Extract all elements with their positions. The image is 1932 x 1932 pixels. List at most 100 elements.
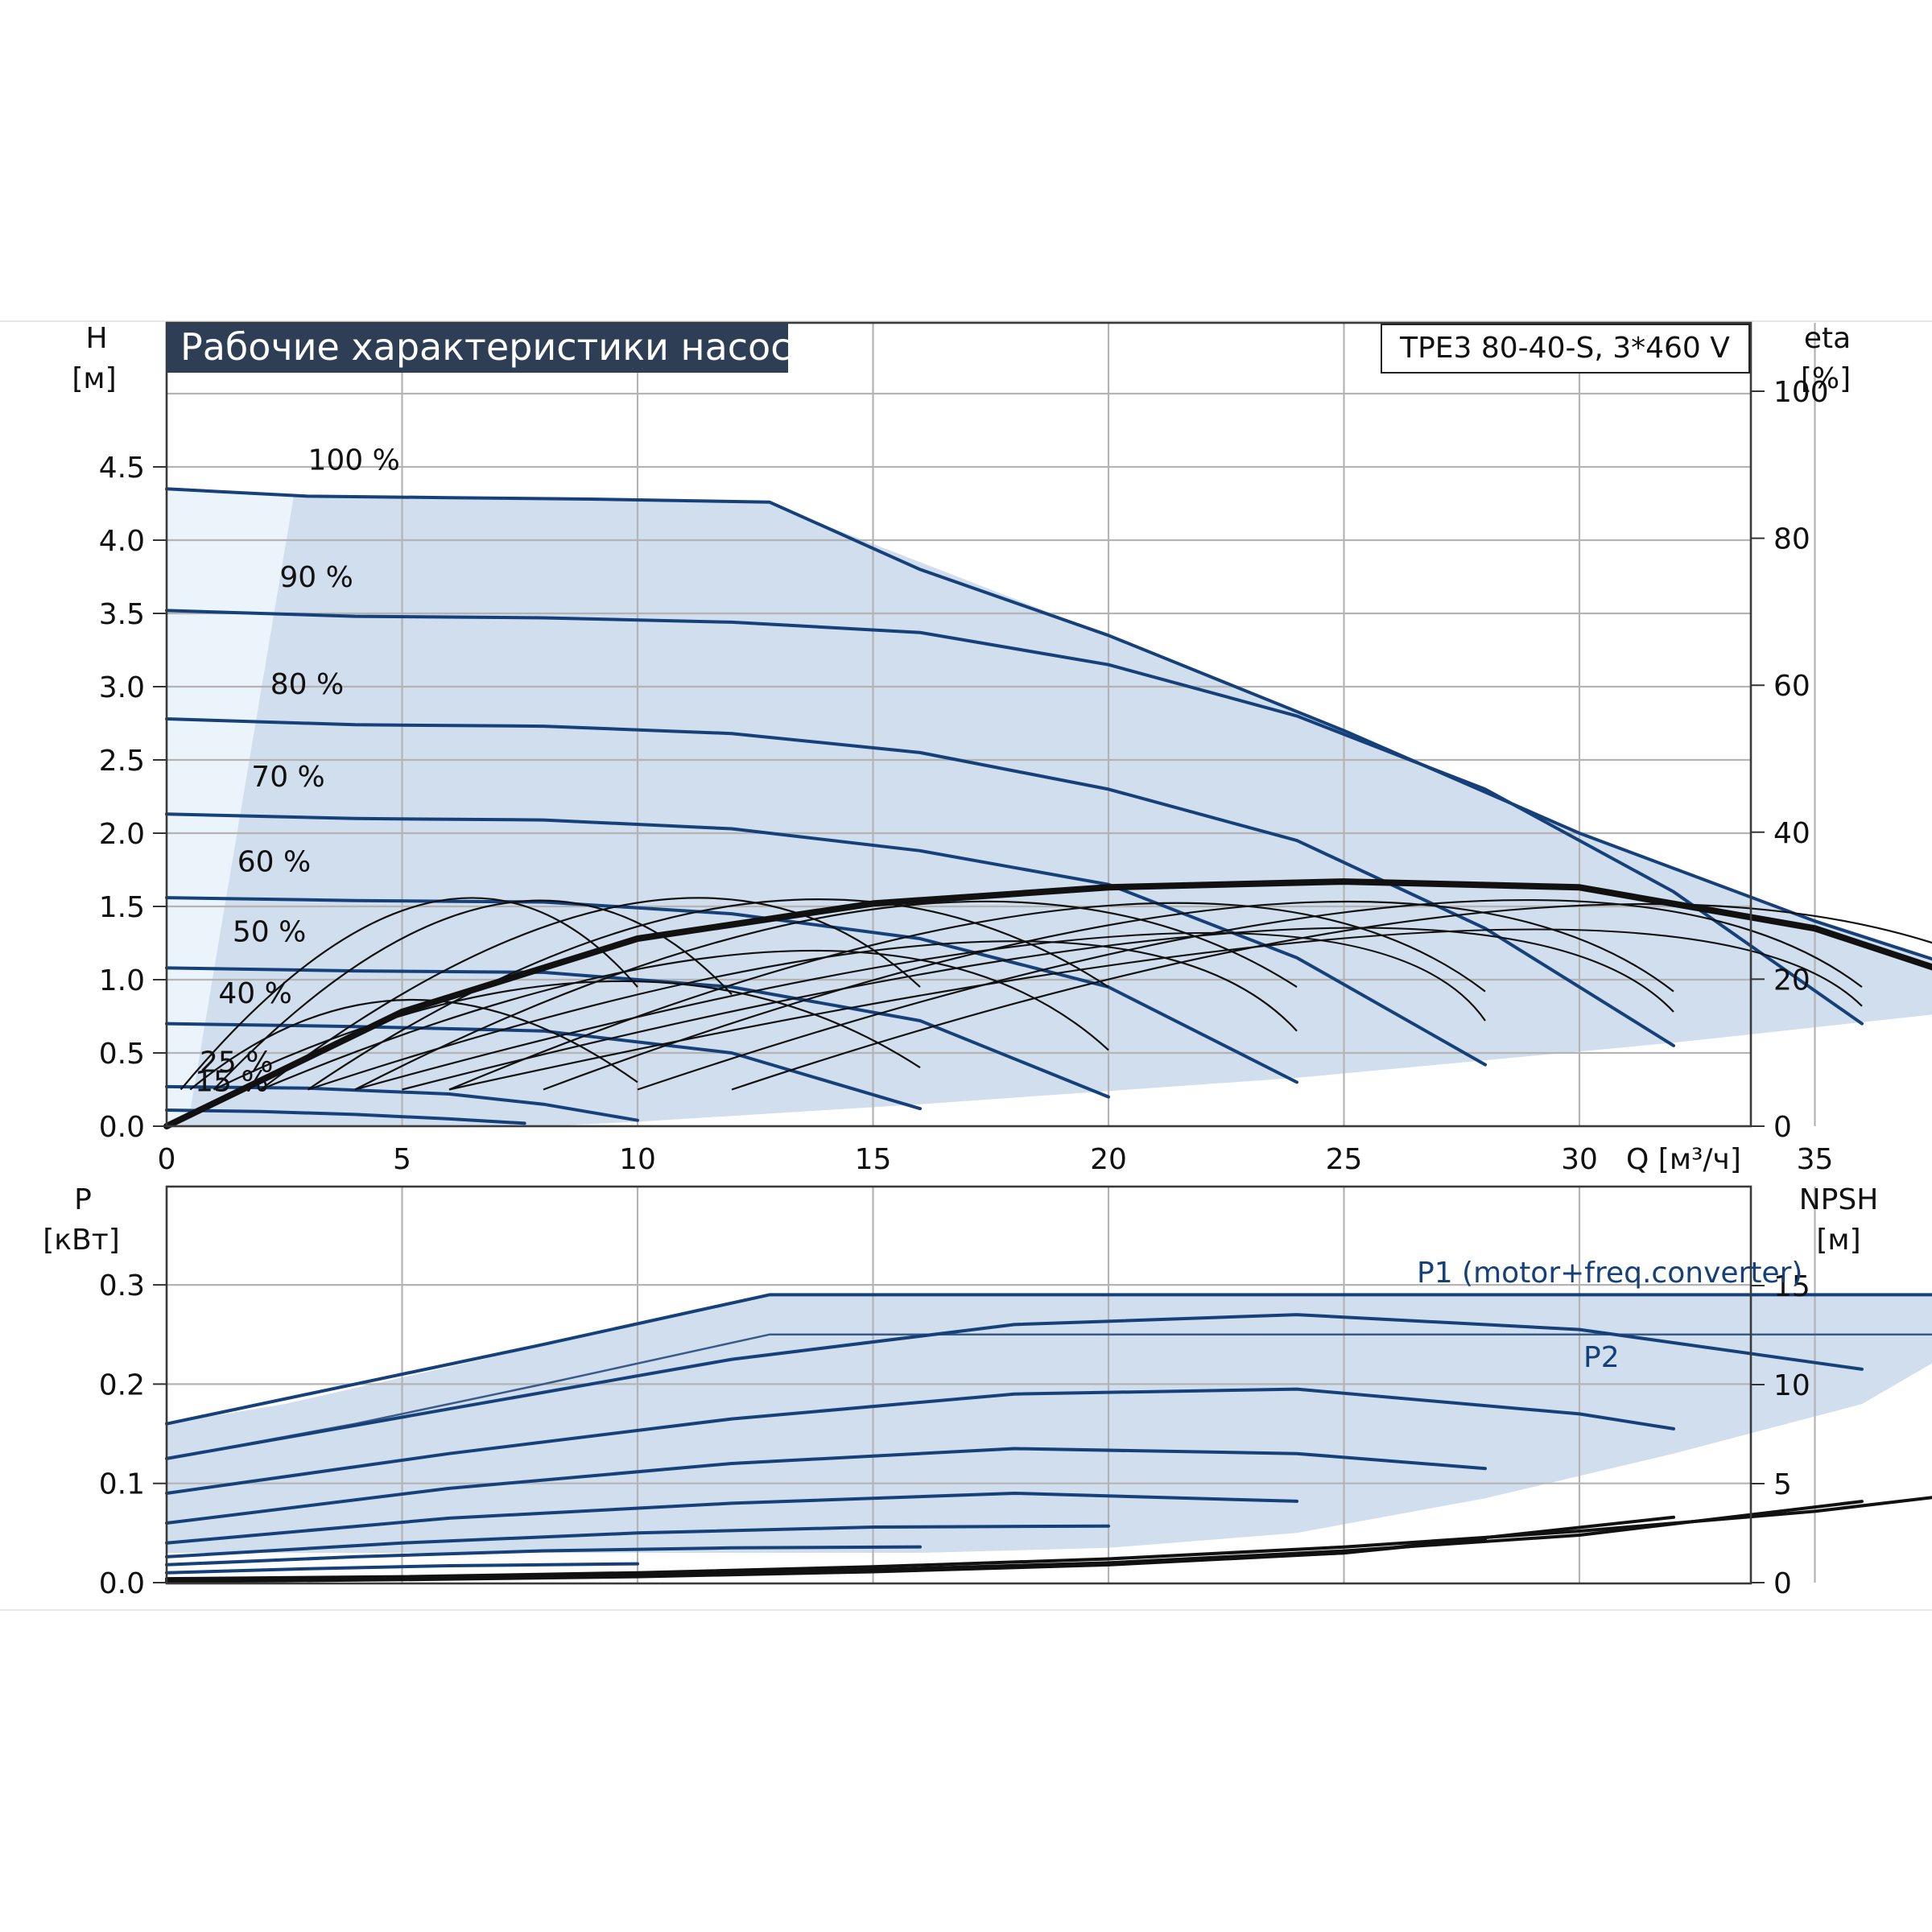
speed-curve bbox=[165, 1108, 526, 1125]
x-tick-label: 15 bbox=[855, 1143, 892, 1176]
model-label: TPE3 80-40-S, 3*460 V bbox=[1399, 332, 1730, 365]
power-curve bbox=[165, 1333, 1932, 1460]
p2-label: P2 bbox=[1583, 1341, 1620, 1374]
y-tick-label: 4.5 bbox=[99, 452, 145, 485]
efficiency-arc bbox=[308, 940, 1298, 1091]
efficiency-arc bbox=[213, 980, 921, 1091]
npsh-tick-label: 15 bbox=[1773, 1270, 1810, 1303]
y-tick-label: 3.5 bbox=[99, 598, 145, 631]
y-tick-label: 2.0 bbox=[99, 818, 145, 851]
power-curve bbox=[165, 1447, 1487, 1525]
power-tick-labels: 0.0 0.1 0.2 0.3 0 5 10 15 bbox=[99, 1269, 1810, 1600]
p-tick-label: 0.0 bbox=[99, 1567, 145, 1600]
speed-labels: 100 % 90 % 80 % 70 % 60 % 50 % 40 % 25 %15 % bbox=[195, 444, 400, 1099]
efficiency-arc bbox=[260, 949, 1109, 1091]
head-plot-frame bbox=[165, 321, 1752, 1128]
speed-curve bbox=[165, 966, 1110, 1099]
p-tick-label: 0.2 bbox=[99, 1368, 145, 1402]
chart-title-box bbox=[167, 323, 788, 373]
y-tick-label: 0.0 bbox=[99, 1111, 145, 1144]
p1-label: P1 (motor+freq.converter) bbox=[1417, 1257, 1802, 1290]
npsh-axis-symbol: NPSH bbox=[1799, 1183, 1879, 1216]
y-tick-label: 0.5 bbox=[99, 1038, 145, 1071]
p-tick-label: 0.3 bbox=[99, 1269, 145, 1302]
power-curve bbox=[165, 1524, 1110, 1558]
y2-tick-label: 0 bbox=[1773, 1111, 1792, 1144]
speed-curve bbox=[165, 609, 1864, 1026]
y-axis-symbol: H bbox=[85, 322, 107, 355]
efficiency-arc bbox=[402, 927, 1674, 1091]
y2-tick-label: 80 bbox=[1773, 523, 1810, 556]
head-chart-panel: Рабочие характеристики насоса TPE3 80-40… bbox=[72, 321, 1932, 1176]
x-tick-label: 20 bbox=[1090, 1143, 1127, 1176]
power-curve bbox=[165, 1545, 922, 1567]
power-curve bbox=[165, 1562, 639, 1575]
y2-axis-unit: [%] bbox=[1801, 362, 1851, 395]
y-tick-label: 3.0 bbox=[99, 671, 145, 704]
power-curve bbox=[165, 1492, 1298, 1545]
power-curve bbox=[165, 1293, 1932, 1426]
y2-tick-label: 100 bbox=[1773, 376, 1829, 409]
speed-curve bbox=[165, 487, 1932, 961]
power-chart-panel: P [кВт] NPSH [м] 0.0 0.1 0.2 0.3 0 5 10 15 P1 (… bbox=[43, 1183, 1932, 1600]
speed-curve bbox=[165, 1084, 639, 1122]
x-tick-label: 0 bbox=[158, 1143, 176, 1176]
p-axis-symbol: P bbox=[74, 1183, 92, 1216]
efficiency-arc bbox=[354, 931, 1486, 1091]
x-tick-label: 25 bbox=[1326, 1143, 1363, 1176]
x-tick-label: 10 bbox=[619, 1143, 656, 1176]
npsh-tick-label: 5 bbox=[1773, 1468, 1792, 1501]
power-envelope-area bbox=[167, 1294, 1932, 1553]
y-axis-unit: [м] bbox=[72, 362, 116, 395]
efficiency-arc bbox=[189, 998, 638, 1091]
npsh-tick-label: 10 bbox=[1773, 1369, 1810, 1402]
speed-label: 50 % bbox=[233, 916, 306, 949]
efficiency-arc bbox=[180, 897, 638, 1091]
y-tick-label: 2.5 bbox=[99, 745, 145, 778]
efficiency-arc bbox=[637, 899, 1863, 1091]
y-tick-label: 1.0 bbox=[99, 964, 145, 997]
y2-tick-label: 60 bbox=[1773, 670, 1810, 703]
y2-tick-label: 40 bbox=[1773, 817, 1810, 850]
head-curves bbox=[163, 487, 1932, 1129]
speed-label: 15 % bbox=[195, 1065, 268, 1098]
efficiency-arc bbox=[307, 898, 1109, 1091]
envelope-area bbox=[167, 489, 1932, 1126]
npsh-axis-unit: [м] bbox=[1816, 1224, 1860, 1257]
head-tick-labels: 0 5 10 15 20 25 30 35 0.0 0.5 1.0 1.5 2.0 2.5 3.0 3.5 4.… bbox=[99, 376, 1834, 1176]
npsh-curve bbox=[165, 1537, 1487, 1583]
speed-label: 90 % bbox=[279, 561, 353, 594]
efficiency-arc bbox=[543, 900, 1674, 1091]
x-tick-label: 30 bbox=[1561, 1143, 1598, 1176]
power-curve bbox=[165, 1313, 1864, 1460]
power-curves bbox=[165, 1293, 1932, 1583]
y-tick-label: 4.0 bbox=[99, 525, 145, 558]
y2-tick-label: 20 bbox=[1773, 964, 1810, 997]
x-tick-label: 5 bbox=[393, 1143, 411, 1176]
model-box bbox=[1381, 324, 1750, 374]
x-axis-title: Q [м³/ч] bbox=[1626, 1143, 1741, 1176]
chart-title: Рабочие характеристики насоса bbox=[180, 325, 814, 369]
speed-label: 40 % bbox=[218, 977, 291, 1010]
power-envelope bbox=[167, 1294, 1932, 1553]
y2-axis-symbol: eta bbox=[1804, 322, 1851, 355]
speed-label: 80 % bbox=[270, 668, 344, 701]
x-tick-label: 35 bbox=[1797, 1143, 1834, 1176]
speed-label: 70 % bbox=[251, 761, 324, 794]
y-tick-label: 1.5 bbox=[99, 891, 145, 924]
efficiency-arc bbox=[260, 897, 921, 1091]
efficiency-arc bbox=[731, 902, 1932, 1091]
efficiency-arc bbox=[448, 928, 1863, 1091]
power-curve bbox=[165, 1387, 1675, 1495]
p-tick-label: 0.1 bbox=[99, 1468, 145, 1501]
p-axis-unit: [кВт] bbox=[43, 1224, 120, 1257]
power-grid bbox=[167, 1187, 1816, 1583]
speed-curve bbox=[165, 717, 1675, 1047]
operating-envelope bbox=[167, 489, 1932, 1126]
npsh-tick-label: 0 bbox=[1773, 1567, 1792, 1600]
speed-label: 60 % bbox=[237, 845, 311, 878]
speed-label: 100 % bbox=[308, 444, 400, 477]
efficiency-arc bbox=[448, 902, 1486, 1091]
speed-label: 25 % bbox=[200, 1046, 273, 1080]
